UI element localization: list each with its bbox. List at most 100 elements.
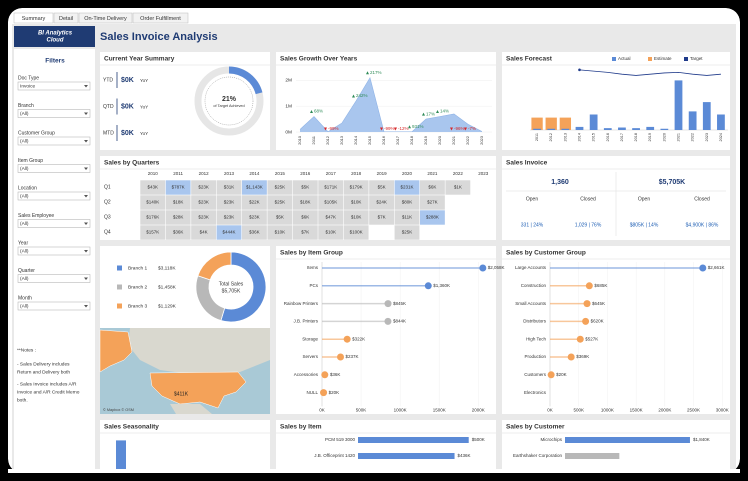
x-tick-label: 2018	[634, 133, 638, 141]
cell-value: $18K	[300, 200, 311, 205]
panel-title: Sales Forecast	[506, 56, 553, 63]
status-label: Open	[638, 196, 650, 202]
tab[interactable]	[132, 12, 189, 24]
x-tick-label: 2014	[353, 135, 358, 145]
cell-value: $10K	[351, 200, 362, 205]
panel-title: Sales by Quarters	[104, 160, 160, 167]
legend-label: Branch 1	[128, 265, 148, 271]
map-land	[170, 404, 212, 414]
value-label: $500K	[472, 437, 485, 442]
tab-label: On-Time Delivery	[84, 16, 127, 22]
filter-value: (All)	[20, 138, 29, 144]
filter-dropdown[interactable]	[17, 301, 91, 311]
kpi-label: MTD	[103, 130, 114, 136]
filter-label: Doc Type	[18, 75, 39, 81]
cell-value: $176K	[146, 215, 159, 220]
bar	[632, 128, 640, 130]
filter-value: Invoice	[20, 83, 36, 89]
x-tick-label: 2011	[535, 133, 539, 141]
x-tick-label: 2010	[297, 135, 302, 145]
filter-dropdown[interactable]	[17, 164, 91, 173]
area-line	[299, 76, 483, 133]
table-cell	[394, 225, 420, 240]
kpi-label: QTD	[103, 104, 114, 110]
table-cell	[343, 210, 369, 225]
growth-label: -7%	[468, 126, 476, 131]
growth-label: 931%	[412, 124, 424, 129]
triangle-down	[380, 127, 383, 131]
cell-value: $6K	[428, 185, 436, 190]
growth-label: 17%	[426, 111, 435, 116]
growth-label: 68%	[314, 109, 323, 114]
kpi-change: YoY	[140, 105, 148, 110]
dropdown-arrow	[84, 222, 88, 225]
cell-value: $787K	[172, 185, 185, 190]
filter-dropdown[interactable]	[17, 246, 91, 256]
column-header: 2013	[224, 171, 235, 176]
panel-title: Sales Seasonality	[104, 424, 159, 431]
dropdown-arrow	[84, 112, 88, 115]
y-tick-label: 0M	[285, 129, 292, 135]
tab[interactable]	[53, 12, 79, 24]
x-tick-label: 1000K	[601, 408, 614, 413]
filter-dropdown[interactable]	[17, 274, 91, 283]
panel	[100, 420, 270, 472]
kpi-value: $0K	[121, 130, 134, 137]
cell-value: $11K	[402, 215, 412, 220]
gauge-caption: of Target Achieved	[213, 104, 244, 108]
cell-value: $23K	[198, 200, 209, 205]
lollipop-dot	[547, 371, 555, 379]
filter-label: Month	[18, 295, 32, 301]
triangle-down	[450, 127, 453, 131]
x-tick-label: 1500K	[630, 408, 643, 413]
table-cell	[140, 225, 166, 240]
cell-value: $10K	[275, 230, 286, 235]
x-tick-label: 2020	[437, 135, 442, 145]
cell-value: $23K	[224, 200, 235, 205]
legend-value: $1,458K	[158, 284, 177, 290]
legend-value: $1,129K	[158, 303, 177, 309]
triangle-up	[408, 125, 411, 129]
filter-dropdown[interactable]	[17, 219, 91, 228]
x-tick-label: 2012	[549, 133, 553, 141]
bar	[561, 128, 570, 130]
triangle-up	[422, 112, 425, 116]
column-header: 2017	[326, 171, 337, 176]
x-tick-label: 2000K	[472, 408, 485, 413]
row-header: Q4	[104, 229, 111, 235]
table-cell	[191, 195, 216, 210]
column-header: 2020	[402, 171, 413, 176]
value-label: $369K	[576, 354, 589, 359]
legend-swatch	[684, 57, 688, 61]
lollipop-dot	[583, 300, 591, 308]
table-cell	[191, 180, 216, 195]
tab[interactable]	[78, 12, 133, 24]
filter-dropdown[interactable]	[17, 136, 91, 146]
x-tick-label: 0K	[319, 408, 325, 413]
category-label: NULL	[306, 390, 318, 395]
legend-label: Target	[690, 56, 703, 61]
growth-label: -99%	[384, 126, 395, 131]
filter-dropdown[interactable]	[17, 81, 91, 91]
y-tick-label: 1M	[285, 103, 292, 109]
cell-value: $7K	[378, 215, 386, 220]
status-label: Open	[526, 196, 538, 202]
filter-dropdown[interactable]	[17, 191, 91, 201]
bar	[358, 453, 455, 459]
panel-title: Sales by Item	[280, 424, 322, 431]
gauge-inner	[204, 76, 254, 126]
panel	[276, 420, 496, 472]
table-cell	[165, 180, 191, 195]
table-cell	[140, 210, 166, 225]
area	[300, 77, 482, 132]
bar	[660, 128, 669, 130]
triangle-up	[436, 110, 439, 113]
x-tick-label: 2013	[339, 135, 344, 145]
filter-dropdown[interactable]	[17, 109, 91, 118]
cell-value: $288K	[426, 215, 439, 220]
x-tick-label: 2018	[409, 135, 414, 145]
legend-label: Branch 2	[128, 284, 148, 290]
column-header: 2010	[148, 171, 159, 176]
x-tick-label: 1000K	[394, 408, 407, 413]
tab[interactable]	[13, 12, 54, 24]
